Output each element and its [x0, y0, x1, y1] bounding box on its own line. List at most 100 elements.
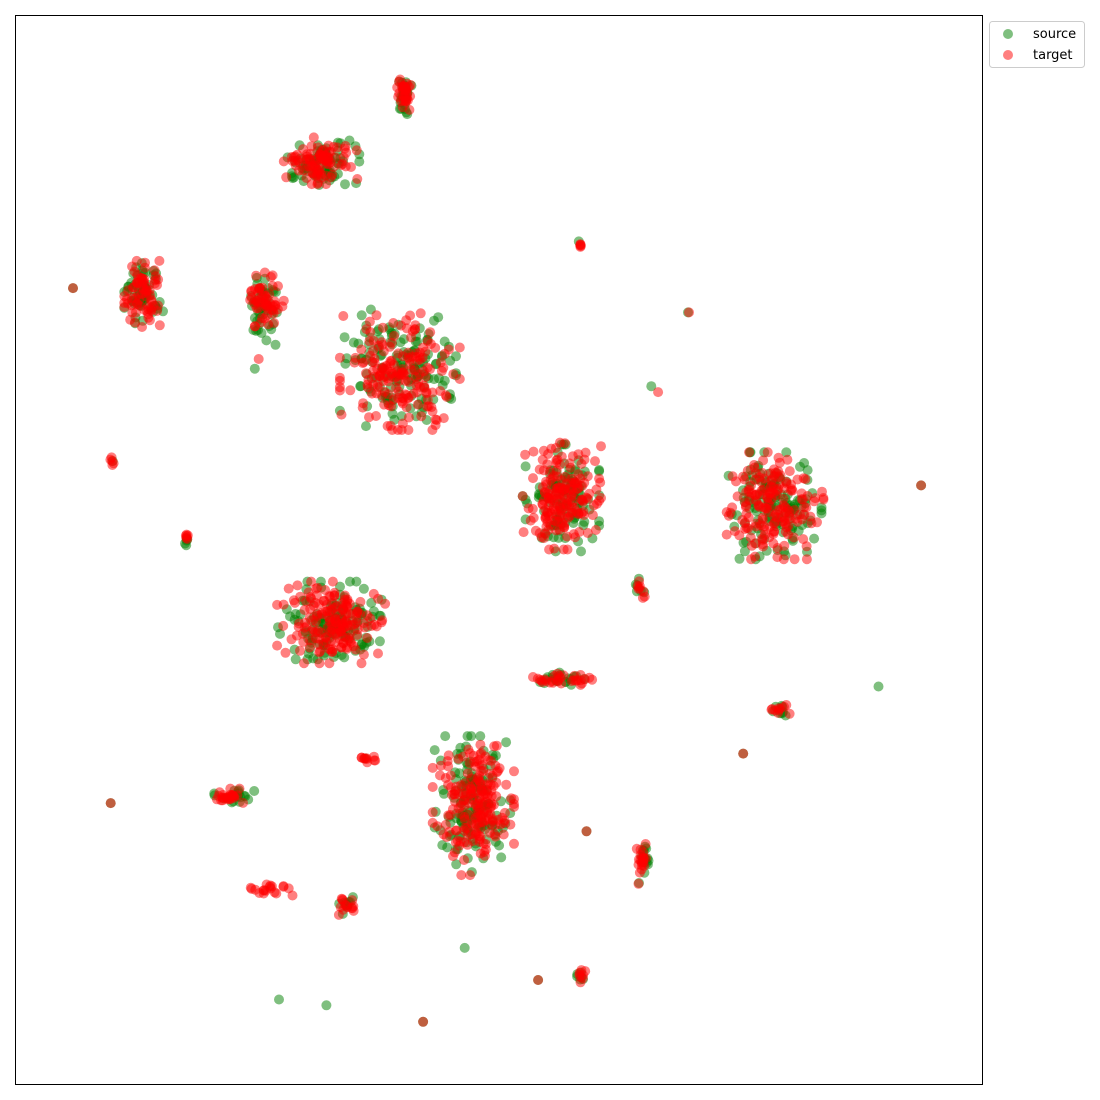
point-target — [154, 320, 165, 331]
point-target — [386, 337, 397, 348]
point-target — [345, 385, 356, 396]
point-target — [562, 531, 573, 542]
point-target — [314, 658, 325, 669]
point-target — [425, 327, 436, 338]
point-source — [816, 502, 827, 513]
point-target — [378, 362, 389, 373]
point-target — [335, 626, 346, 637]
point-target — [427, 807, 438, 818]
point-target — [267, 270, 278, 281]
point-target — [587, 674, 598, 685]
point-source — [429, 374, 440, 385]
point-target — [731, 476, 741, 487]
point-target — [356, 344, 367, 355]
point-target — [789, 505, 800, 516]
point-target — [580, 447, 591, 458]
point-target — [149, 278, 160, 289]
point-target — [460, 822, 471, 833]
point-target — [310, 597, 321, 608]
point-target — [727, 502, 738, 513]
point-source — [442, 842, 453, 853]
point-target — [584, 488, 595, 499]
point-target — [367, 388, 377, 399]
point-target — [245, 882, 256, 893]
point-target — [182, 530, 193, 541]
point-target — [801, 554, 812, 565]
point-target — [528, 672, 538, 682]
point-target — [760, 529, 770, 540]
point-target — [576, 965, 587, 976]
point-target — [267, 281, 278, 291]
point-target — [555, 672, 566, 683]
point-target — [781, 700, 792, 710]
point-target — [501, 779, 512, 790]
point-target — [772, 552, 783, 563]
point-target — [721, 529, 732, 540]
point-target — [216, 795, 227, 806]
point-target — [796, 494, 807, 505]
point-target — [269, 296, 280, 307]
point-target — [427, 387, 438, 398]
point-target — [127, 282, 138, 293]
point-target — [154, 255, 165, 266]
point-target — [542, 459, 553, 470]
point-target — [768, 482, 779, 493]
point-target — [454, 342, 465, 353]
point-target — [435, 770, 445, 781]
point-target — [788, 532, 799, 543]
point-target — [582, 471, 593, 482]
point-target — [632, 581, 643, 591]
point-source — [290, 654, 301, 665]
point-target — [412, 399, 423, 410]
point-target — [741, 500, 751, 511]
legend-label-target: target — [1033, 48, 1073, 63]
point-target — [330, 637, 341, 648]
point-target — [398, 369, 409, 380]
point-target — [473, 775, 484, 786]
point-source — [451, 859, 462, 870]
point-target — [131, 255, 142, 266]
point-target — [327, 169, 338, 180]
point-target — [305, 148, 316, 159]
point-target — [475, 739, 486, 750]
point-target — [264, 881, 275, 892]
point-target — [269, 318, 280, 328]
point-target — [373, 340, 384, 351]
point-target — [471, 819, 482, 830]
point-target — [509, 801, 519, 812]
point-target — [548, 677, 558, 688]
point-source — [348, 337, 359, 348]
point-target — [488, 780, 499, 791]
point-source — [374, 636, 385, 647]
point-source — [361, 421, 371, 432]
point-target — [766, 494, 777, 505]
point-target — [757, 539, 768, 550]
point-target — [299, 605, 310, 615]
point-target — [590, 525, 601, 535]
point-source — [340, 179, 350, 190]
point-target — [558, 544, 569, 555]
point-target — [465, 870, 476, 881]
point-target — [559, 522, 570, 533]
point-target — [817, 486, 827, 497]
point-target — [301, 621, 312, 632]
point-target — [260, 299, 271, 310]
point-target — [757, 468, 768, 478]
point-target — [810, 493, 821, 504]
point-target — [351, 145, 362, 156]
point-target — [344, 628, 355, 639]
point-target — [441, 832, 452, 842]
point-target — [577, 973, 588, 984]
point-target — [383, 389, 394, 400]
point-target — [324, 658, 335, 669]
point-target — [415, 308, 426, 319]
point-source — [739, 546, 750, 557]
point-target — [573, 469, 584, 480]
point-target — [322, 622, 333, 633]
point-source — [734, 553, 745, 564]
point-target — [595, 477, 606, 488]
point-target — [484, 827, 495, 838]
point-target — [125, 314, 136, 325]
point-target — [509, 766, 519, 777]
point-target — [361, 324, 372, 335]
